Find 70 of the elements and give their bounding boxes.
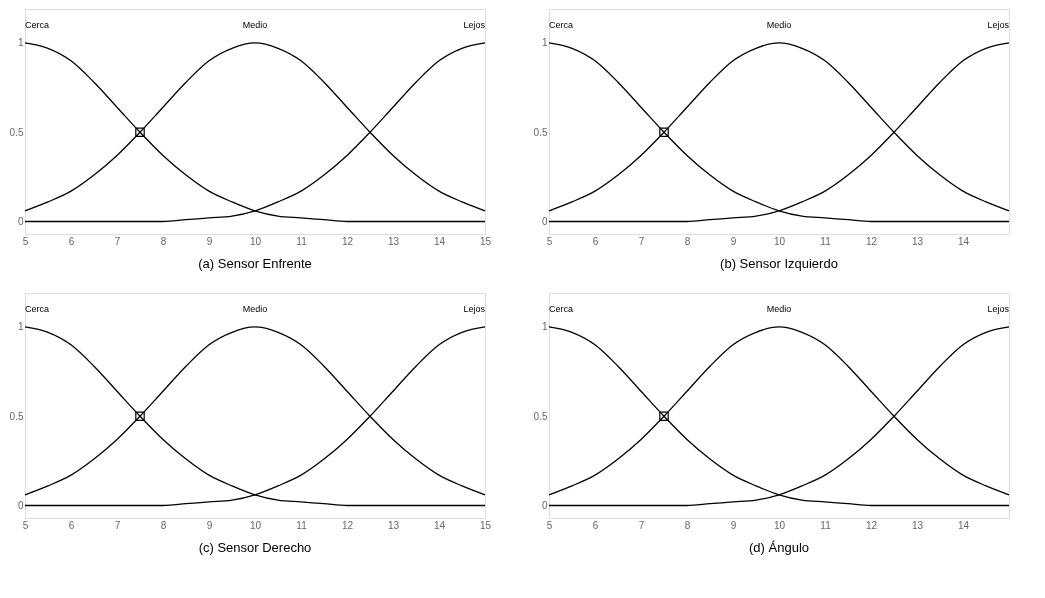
x-tick-label: 6 <box>68 235 75 247</box>
x-tick-label: 5 <box>22 519 29 531</box>
x-tick-label: 14 <box>433 235 446 247</box>
x-tick-label: 5 <box>546 519 553 531</box>
x-tick-label: 14 <box>957 519 970 531</box>
x-tick-label: 6 <box>592 519 599 531</box>
x-tick-label: 13 <box>911 235 924 247</box>
y-tick-label: 1 <box>17 321 24 333</box>
x-tick-label: 11 <box>296 235 308 247</box>
x-tick-label: 11 <box>296 519 308 531</box>
x-tick-label: 7 <box>638 519 645 531</box>
series-label: Cerca <box>549 20 574 30</box>
x-tick-label: 13 <box>911 519 924 531</box>
x-tick-label: 6 <box>592 235 599 247</box>
text: (c) Sensor Derecho <box>198 540 312 555</box>
x-tick-label: 9 <box>206 235 213 247</box>
x-tick-label: 6 <box>68 519 75 531</box>
y-tick-label: 0 <box>541 216 548 227</box>
x-tick-label: 11 <box>820 235 832 247</box>
text: (b) Sensor Izquierdo <box>720 256 838 271</box>
text: (a) Sensor Enfrente <box>198 256 312 271</box>
x-tick-label: 14 <box>433 519 446 531</box>
x-tick-label: 8 <box>160 519 167 531</box>
x-tick-label: 9 <box>206 519 213 531</box>
y-tick-label: 1 <box>17 37 24 49</box>
x-tick-label: 10 <box>773 519 786 531</box>
series-label: Medio <box>766 304 792 314</box>
y-tick-label: 0.5 <box>533 126 548 138</box>
series-label: Cerca <box>25 20 50 30</box>
x-tick-label: 7 <box>114 235 121 247</box>
y-tick-label: 0 <box>17 216 24 227</box>
series-label: Cerca <box>549 304 574 314</box>
x-tick-label: 12 <box>341 519 354 531</box>
x-tick-label: 9 <box>730 519 737 531</box>
series-label: Medio <box>766 20 792 30</box>
x-tick-label: 5 <box>22 235 29 247</box>
series-label: Lejos <box>987 20 1010 30</box>
x-tick-label: 12 <box>341 235 354 247</box>
series-label: Cerca <box>25 304 50 314</box>
x-tick-label: 7 <box>638 235 645 247</box>
x-tick-label: 10 <box>249 519 262 531</box>
y-tick-label: 0 <box>541 500 548 511</box>
x-tick-label: 12 <box>865 519 878 531</box>
x-tick-label: 15 <box>479 519 492 531</box>
y-tick-label: 0 <box>17 500 24 511</box>
x-tick-label: 10 <box>249 235 262 247</box>
x-tick-label: 14 <box>957 235 970 247</box>
series-label: Lejos <box>987 304 1010 314</box>
series-label: Medio <box>242 304 268 314</box>
x-tick-label: 13 <box>387 519 400 531</box>
x-tick-label: 10 <box>773 235 786 247</box>
x-tick-label: 13 <box>387 235 400 247</box>
series-label: Lejos <box>463 20 486 30</box>
x-tick-label: 8 <box>684 235 691 247</box>
x-tick-label: 9 <box>730 235 737 247</box>
y-tick-label: 1 <box>541 321 548 333</box>
x-tick-label: 15 <box>479 235 492 247</box>
series-label: Medio <box>242 20 268 30</box>
series-label: Lejos <box>463 304 486 314</box>
x-tick-label: 7 <box>114 519 121 531</box>
x-tick-label: 8 <box>160 235 167 247</box>
x-tick-label: 11 <box>820 519 832 531</box>
x-tick-label: 8 <box>684 519 691 531</box>
x-tick-label: 5 <box>546 235 553 247</box>
y-tick-label: 0.5 <box>9 126 24 138</box>
y-tick-label: 1 <box>541 37 548 49</box>
text: (d) Ángulo <box>749 540 809 555</box>
y-tick-label: 0.5 <box>533 410 548 422</box>
y-tick-label: 0.5 <box>9 410 24 422</box>
x-tick-label: 12 <box>865 235 878 247</box>
